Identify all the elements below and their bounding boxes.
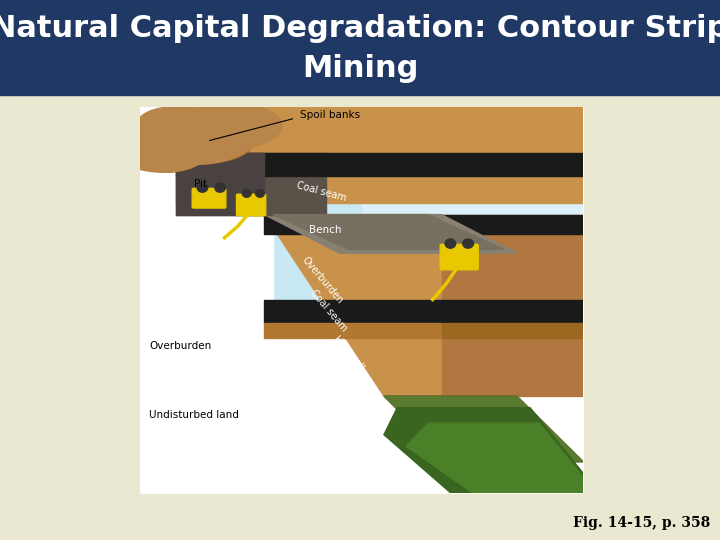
Text: Coal seam: Coal seam: [309, 288, 349, 334]
Circle shape: [445, 239, 456, 248]
Polygon shape: [441, 214, 583, 234]
Text: Undisturbed land: Undisturbed land: [149, 410, 239, 420]
Text: Overburden: Overburden: [300, 255, 345, 306]
Text: Overburden: Overburden: [149, 341, 212, 351]
Text: Spoil banks: Spoil banks: [300, 110, 360, 120]
Text: Bench: Bench: [309, 225, 341, 235]
Ellipse shape: [136, 126, 251, 164]
Polygon shape: [441, 300, 583, 323]
Ellipse shape: [132, 141, 202, 172]
Bar: [140, 106, 583, 492]
Text: Coal seam: Coal seam: [295, 180, 347, 203]
Polygon shape: [264, 323, 441, 338]
Circle shape: [463, 239, 473, 248]
Polygon shape: [176, 153, 264, 214]
Text: Fig. 14-15, p. 358: Fig. 14-15, p. 358: [572, 516, 710, 530]
Polygon shape: [274, 214, 503, 249]
Text: Pit: Pit: [194, 179, 207, 188]
FancyBboxPatch shape: [440, 244, 478, 270]
Polygon shape: [176, 106, 583, 153]
Polygon shape: [362, 106, 583, 241]
Ellipse shape: [176, 103, 282, 149]
Polygon shape: [441, 323, 583, 338]
Circle shape: [215, 183, 225, 192]
Polygon shape: [441, 214, 583, 396]
Polygon shape: [264, 300, 441, 323]
Polygon shape: [264, 214, 441, 234]
Polygon shape: [176, 153, 326, 214]
Polygon shape: [384, 396, 583, 462]
Polygon shape: [384, 408, 583, 492]
Polygon shape: [274, 106, 583, 300]
Circle shape: [242, 190, 251, 197]
Polygon shape: [264, 214, 517, 253]
Circle shape: [197, 183, 207, 192]
Text: Highwall: Highwall: [330, 334, 366, 373]
FancyBboxPatch shape: [236, 194, 266, 216]
Polygon shape: [140, 106, 274, 492]
Bar: [0, 0, 720, 94]
Text: Natural Capital Degradation: Contour Strip: Natural Capital Degradation: Contour Str…: [0, 14, 720, 43]
Polygon shape: [406, 423, 583, 492]
Polygon shape: [264, 214, 517, 396]
Text: Mining: Mining: [302, 53, 418, 83]
Polygon shape: [384, 396, 583, 462]
Ellipse shape: [136, 106, 216, 145]
Circle shape: [256, 190, 264, 197]
Ellipse shape: [118, 133, 207, 172]
Ellipse shape: [132, 110, 256, 164]
Polygon shape: [176, 176, 583, 203]
Polygon shape: [176, 153, 583, 176]
FancyBboxPatch shape: [192, 188, 226, 208]
